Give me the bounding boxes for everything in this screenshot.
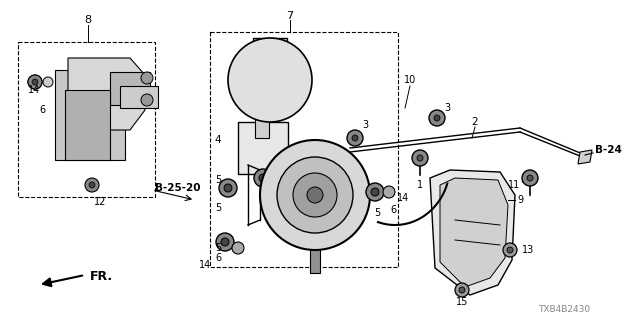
Text: 3: 3 <box>362 120 368 130</box>
Text: 5: 5 <box>215 203 221 213</box>
Circle shape <box>32 79 38 85</box>
Circle shape <box>89 182 95 188</box>
Circle shape <box>28 75 42 89</box>
Circle shape <box>527 175 533 181</box>
Text: 2: 2 <box>472 117 478 127</box>
Text: 12: 12 <box>94 197 106 207</box>
Text: 5: 5 <box>215 175 221 185</box>
Circle shape <box>455 283 469 297</box>
Circle shape <box>141 94 153 106</box>
Circle shape <box>459 287 465 293</box>
Circle shape <box>85 178 99 192</box>
Bar <box>238 122 288 174</box>
Circle shape <box>216 233 234 251</box>
Text: 13: 13 <box>522 245 534 255</box>
Circle shape <box>232 242 244 254</box>
Circle shape <box>503 243 517 257</box>
Text: B-25-20: B-25-20 <box>155 183 200 193</box>
Circle shape <box>434 115 440 121</box>
Text: 5: 5 <box>215 243 221 253</box>
Text: 8: 8 <box>84 15 92 25</box>
Text: 14: 14 <box>397 193 409 203</box>
Polygon shape <box>110 72 150 105</box>
Text: 3: 3 <box>444 103 450 113</box>
Circle shape <box>347 130 363 146</box>
Polygon shape <box>68 58 145 130</box>
Polygon shape <box>430 170 515 295</box>
Circle shape <box>141 72 153 84</box>
Circle shape <box>28 75 42 89</box>
Polygon shape <box>55 70 125 160</box>
Polygon shape <box>120 86 158 108</box>
Circle shape <box>277 157 353 233</box>
Polygon shape <box>440 178 508 287</box>
Text: 6: 6 <box>215 253 221 263</box>
Text: 7: 7 <box>287 11 294 21</box>
Text: 9: 9 <box>517 195 523 205</box>
Circle shape <box>412 150 428 166</box>
Bar <box>258 55 280 70</box>
Circle shape <box>228 38 312 122</box>
Polygon shape <box>578 150 592 164</box>
Text: 15: 15 <box>456 297 468 307</box>
Circle shape <box>293 173 337 217</box>
Text: 6: 6 <box>39 105 45 115</box>
Text: 5: 5 <box>374 208 380 218</box>
Circle shape <box>43 77 53 87</box>
Text: 6: 6 <box>390 205 396 215</box>
Circle shape <box>383 186 395 198</box>
Text: TXB4B2430: TXB4B2430 <box>538 306 590 315</box>
Circle shape <box>429 110 445 126</box>
Circle shape <box>507 247 513 253</box>
Circle shape <box>307 187 323 203</box>
Text: B-24: B-24 <box>595 145 622 155</box>
Text: 11: 11 <box>508 180 520 190</box>
Text: 4: 4 <box>214 135 221 145</box>
Text: FR.: FR. <box>90 269 113 283</box>
Circle shape <box>32 79 38 85</box>
Circle shape <box>224 184 232 192</box>
Text: 1: 1 <box>417 180 423 190</box>
Circle shape <box>366 183 384 201</box>
Circle shape <box>254 169 272 187</box>
Circle shape <box>352 135 358 141</box>
Circle shape <box>259 174 267 182</box>
Circle shape <box>219 179 237 197</box>
Text: 14: 14 <box>28 85 40 95</box>
Circle shape <box>371 188 379 196</box>
Bar <box>253 38 287 56</box>
Bar <box>255 118 269 138</box>
Text: 14: 14 <box>199 260 211 270</box>
Bar <box>310 248 320 273</box>
Circle shape <box>417 155 423 161</box>
Text: 10: 10 <box>404 75 416 85</box>
Circle shape <box>522 170 538 186</box>
Polygon shape <box>65 90 110 160</box>
Bar <box>210 32 398 267</box>
Circle shape <box>260 140 370 250</box>
Circle shape <box>221 238 229 246</box>
Bar <box>18 42 155 197</box>
